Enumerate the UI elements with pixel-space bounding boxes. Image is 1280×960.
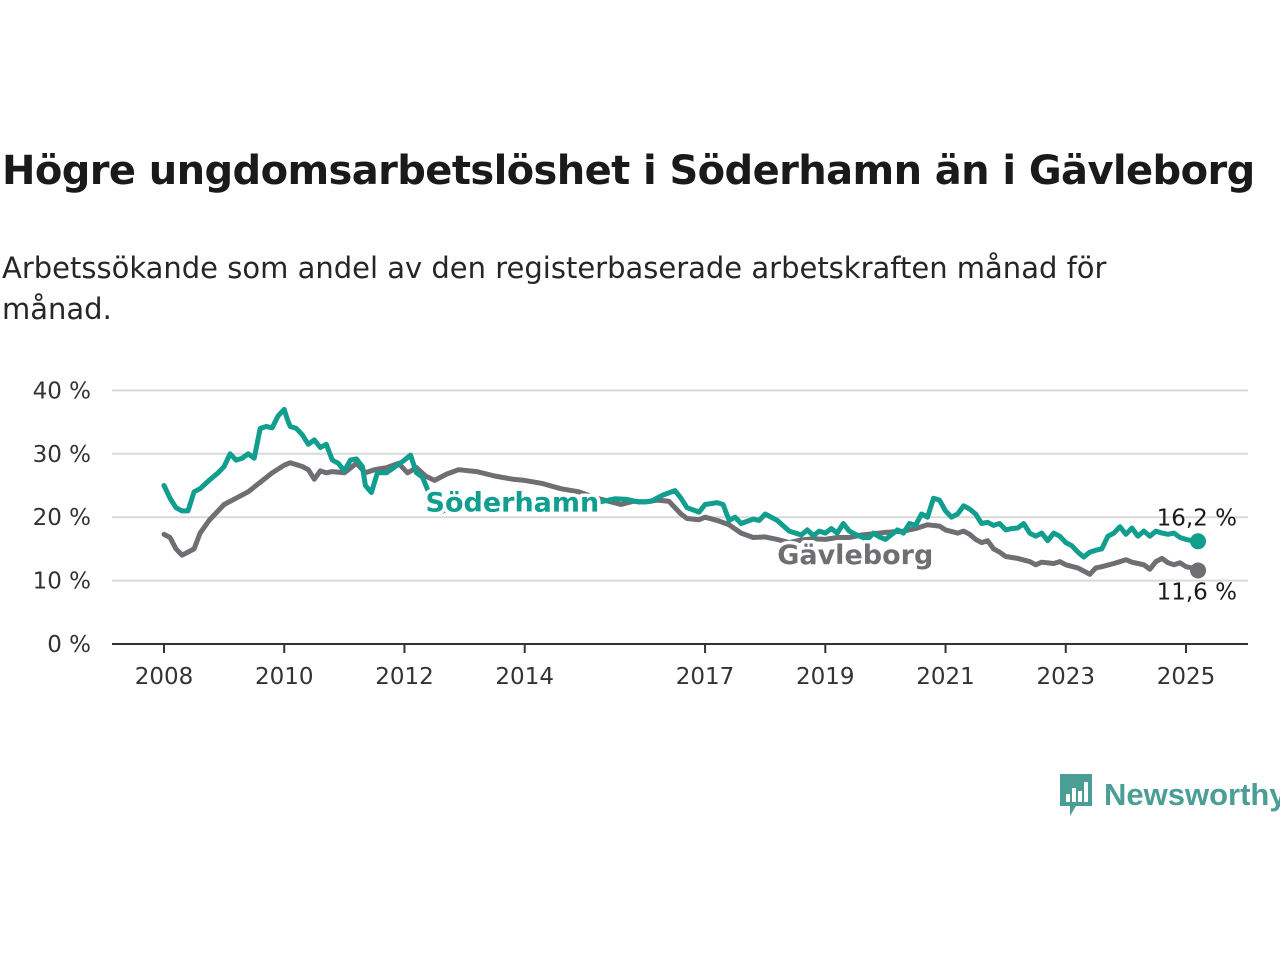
gridlines xyxy=(112,389,1248,582)
y-tick-label: 40 % xyxy=(33,378,91,404)
series-line-soderhamn xyxy=(161,406,1201,560)
x-axis-ticks: 2008 2010 2012 2014 2017 2019 2021 2023 2025 xyxy=(135,644,1216,690)
chart-title: Högre ungdomsarbetslöshet i Söderhamn än… xyxy=(2,148,1255,194)
line-chart: 0 % 10 % 20 % 30 % 40 % 2008 2010 2012 2014 2017… xyxy=(33,378,1248,690)
y-tick-label: 0 % xyxy=(47,632,91,658)
x-tick-label: 2023 xyxy=(1036,664,1095,690)
newsworthy-logo-icon xyxy=(1060,774,1092,816)
y-tick-label: 10 % xyxy=(33,569,91,595)
series-line-gavleborg xyxy=(161,460,1201,577)
series-label-soderhamn: Söderhamn xyxy=(426,488,600,519)
x-tick-label: 2008 xyxy=(135,664,194,690)
end-label-soderhamn: 16,2 % xyxy=(1157,505,1237,531)
y-tick-label: 20 % xyxy=(33,505,91,531)
chart-subtitle: Arbetssökande som andel av den registerb… xyxy=(2,251,1107,326)
end-point-gavleborg xyxy=(1190,562,1207,579)
end-label-gavleborg: 11,6 % xyxy=(1157,579,1237,605)
x-tick-label: 2010 xyxy=(255,664,314,690)
series-lines xyxy=(161,406,1207,579)
newsworthy-logo[interactable]: Newsworthy xyxy=(1058,772,1280,818)
x-tick-label: 2014 xyxy=(495,664,554,690)
x-tick-label: 2019 xyxy=(796,664,855,690)
x-tick-label: 2021 xyxy=(916,664,975,690)
newsworthy-logo-text: Newsworthy xyxy=(1104,777,1280,812)
x-tick-label: 2012 xyxy=(375,664,434,690)
x-tick-label: 2017 xyxy=(676,664,735,690)
end-point-soderhamn xyxy=(1190,533,1207,550)
y-axis-ticks: 0 % 10 % 20 % 30 % 40 % xyxy=(33,378,91,658)
y-tick-label: 30 % xyxy=(33,442,91,468)
series-labels: Söderhamn Gävleborg 16,2 % 11,6 % xyxy=(422,484,1237,605)
x-tick-label: 2025 xyxy=(1157,664,1216,690)
series-label-gavleborg: Gävleborg xyxy=(777,540,933,571)
